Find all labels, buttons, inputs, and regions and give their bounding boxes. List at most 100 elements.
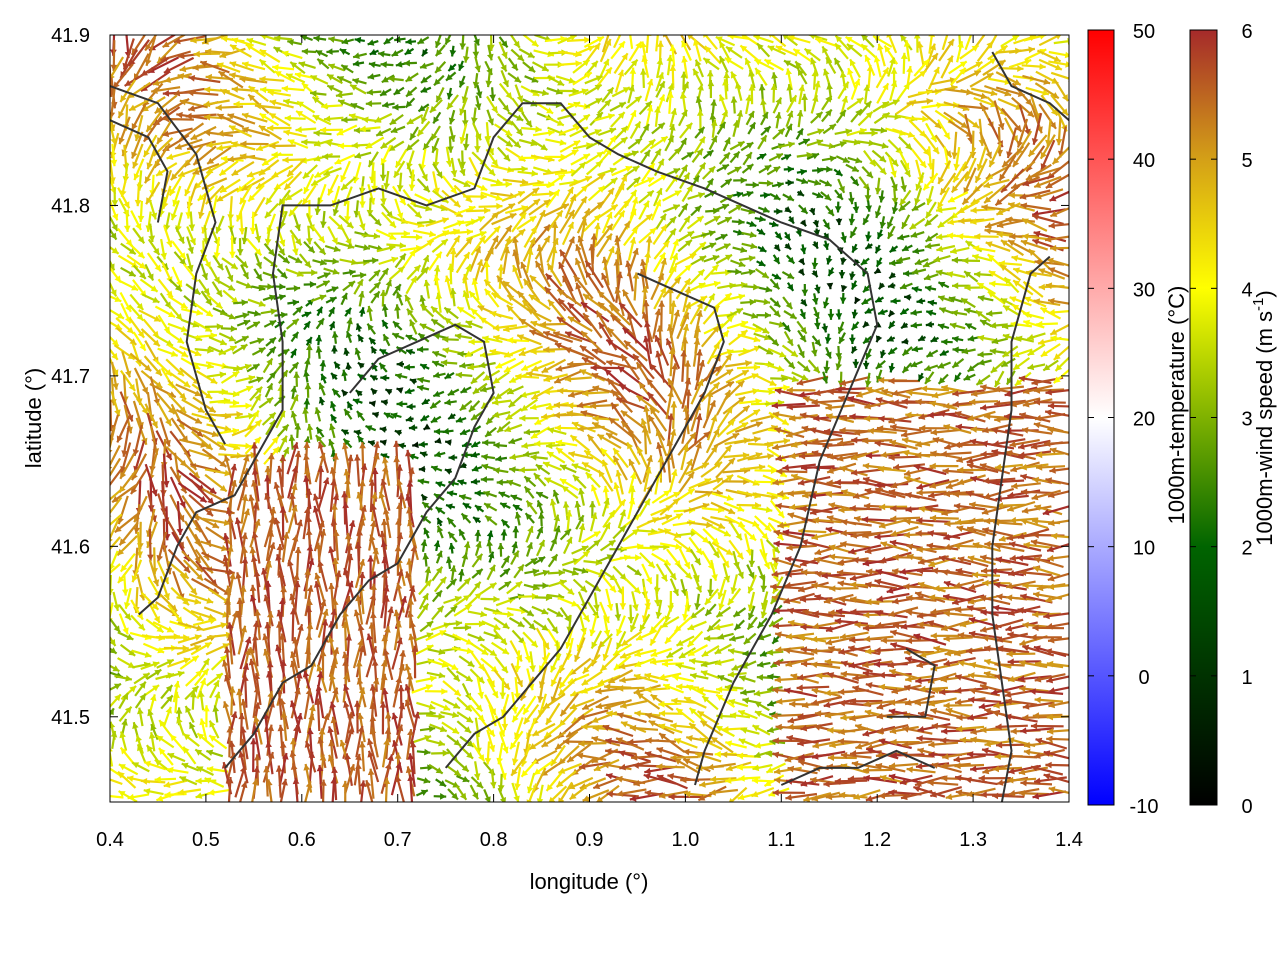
wind-arrow-head xyxy=(1053,376,1061,383)
wind-arrow-head xyxy=(417,384,424,392)
wind-arrow-head xyxy=(622,87,630,94)
wind-arrow-head xyxy=(939,349,947,356)
wind-arrow-head xyxy=(916,297,923,305)
wind-arrow-head xyxy=(618,112,625,119)
wind-arrow-head xyxy=(413,265,421,272)
wind-arrow-head xyxy=(1055,138,1063,146)
wind-arrow-head xyxy=(591,61,598,68)
wind-arrow-head xyxy=(839,336,846,344)
wind-arrow-head xyxy=(137,330,145,338)
wind-arrow-head xyxy=(889,245,897,253)
wind-arrow-head xyxy=(162,90,170,97)
wind-arrow-head xyxy=(711,119,718,126)
wind-arrow-head xyxy=(724,57,732,64)
wind-arrow-head xyxy=(269,113,277,120)
wind-arrow-head xyxy=(848,197,855,205)
wind-arrow-head xyxy=(255,261,262,269)
wind-arrow-head xyxy=(891,389,899,397)
wind-arrow-head xyxy=(699,162,706,170)
wind-arrow-head xyxy=(660,258,667,265)
wind-arrow-head xyxy=(687,231,695,238)
wind-arrow-head xyxy=(338,99,345,106)
wind-arrow-head xyxy=(811,398,818,406)
wind-arrow-head xyxy=(231,86,239,93)
wind-arrow-head xyxy=(151,421,158,428)
wind-arrow-head xyxy=(584,36,591,44)
wind-arrow-head xyxy=(1008,240,1016,247)
wind-arrow-head xyxy=(850,230,857,238)
wind-arrow-head xyxy=(196,309,203,316)
wind-arrow-head xyxy=(713,216,721,223)
wind-arrow-head xyxy=(445,160,453,167)
wind-arrow-head xyxy=(535,125,542,133)
wind-arrow-head xyxy=(541,65,549,71)
wind-arrow-head xyxy=(482,335,489,342)
wind-arrow-head xyxy=(646,105,654,112)
wind-arrow-head xyxy=(635,41,642,49)
wind-arrow-head xyxy=(306,343,313,351)
wind-arrow-head xyxy=(517,191,525,198)
wind-arrow-head xyxy=(215,289,222,297)
wind-arrow-head xyxy=(970,218,977,225)
wind-arrow-head xyxy=(392,103,399,111)
wind-arrow-head xyxy=(632,166,640,173)
wind-arrow-head xyxy=(373,282,381,289)
wind-arrow-head xyxy=(633,177,641,184)
wind-arrow-head xyxy=(233,100,240,108)
wind-arrow-head xyxy=(314,208,322,215)
wind-arrow-head xyxy=(595,75,603,82)
wind-arrow-head xyxy=(829,124,836,131)
wind-arrow-head xyxy=(575,282,582,290)
wind-arrow-head xyxy=(754,326,762,333)
wind-arrow-head xyxy=(407,308,414,316)
wind-arrow-head xyxy=(293,371,300,378)
wind-arrow-head xyxy=(184,188,191,196)
wind-arrow-head xyxy=(595,98,603,105)
wind-arrow-head xyxy=(495,178,503,186)
wind-arrow-head xyxy=(133,173,140,181)
wind-arrow-head xyxy=(864,307,872,314)
wind-arrow-head xyxy=(800,206,808,214)
wind-arrow-head xyxy=(355,390,363,397)
wind-arrow-head xyxy=(359,125,367,133)
wind-arrow-head xyxy=(521,205,528,212)
wind-arrow-head xyxy=(1024,58,1032,66)
wind-arrow-head xyxy=(811,349,818,357)
wind-arrow-head xyxy=(769,379,777,386)
wind-arrow-head xyxy=(920,385,928,393)
wind-arrow-head xyxy=(382,320,389,328)
wind-arrow-head xyxy=(878,376,885,384)
wind-arrow-head xyxy=(880,127,887,134)
wind-arrow-head xyxy=(881,142,889,149)
wind-arrow-head xyxy=(179,252,186,260)
wind-arrow-head xyxy=(350,84,358,91)
wind-arrow-head xyxy=(753,336,761,343)
wind-arrow-head xyxy=(923,148,930,156)
wind-arrow-head xyxy=(862,362,870,370)
wind-arrow-head xyxy=(354,36,362,44)
wind-arrow-head xyxy=(513,40,520,48)
wind-arrow-head xyxy=(334,158,342,165)
wind-arrow-head xyxy=(344,307,351,315)
wind-arrow-head xyxy=(463,56,470,63)
wind-arrow-head xyxy=(593,43,600,51)
wind-arrow-head xyxy=(396,185,404,192)
wind-arrow-head xyxy=(463,252,470,260)
wind-arrow-head xyxy=(826,165,833,173)
wind-arrow-head xyxy=(839,297,847,304)
wind-arrow-head xyxy=(393,88,401,95)
wind-arrow-head xyxy=(888,309,896,317)
wind-arrow-head xyxy=(931,391,939,399)
wind-arrow-head xyxy=(825,109,832,117)
wind-arrow-head xyxy=(649,228,657,235)
wind-arrow-head xyxy=(205,298,212,306)
wind-arrow-head xyxy=(1006,377,1013,385)
wind-arrow-head xyxy=(916,41,924,49)
wind-arrow-head xyxy=(337,76,345,83)
wind-arrow-head xyxy=(931,53,938,61)
wind-arrow-head xyxy=(1031,379,1039,386)
wind-arrow-head xyxy=(318,235,325,243)
wind-arrow-head xyxy=(131,284,139,291)
wind-arrow-head xyxy=(491,293,499,299)
wind-arrow-head xyxy=(660,224,667,232)
